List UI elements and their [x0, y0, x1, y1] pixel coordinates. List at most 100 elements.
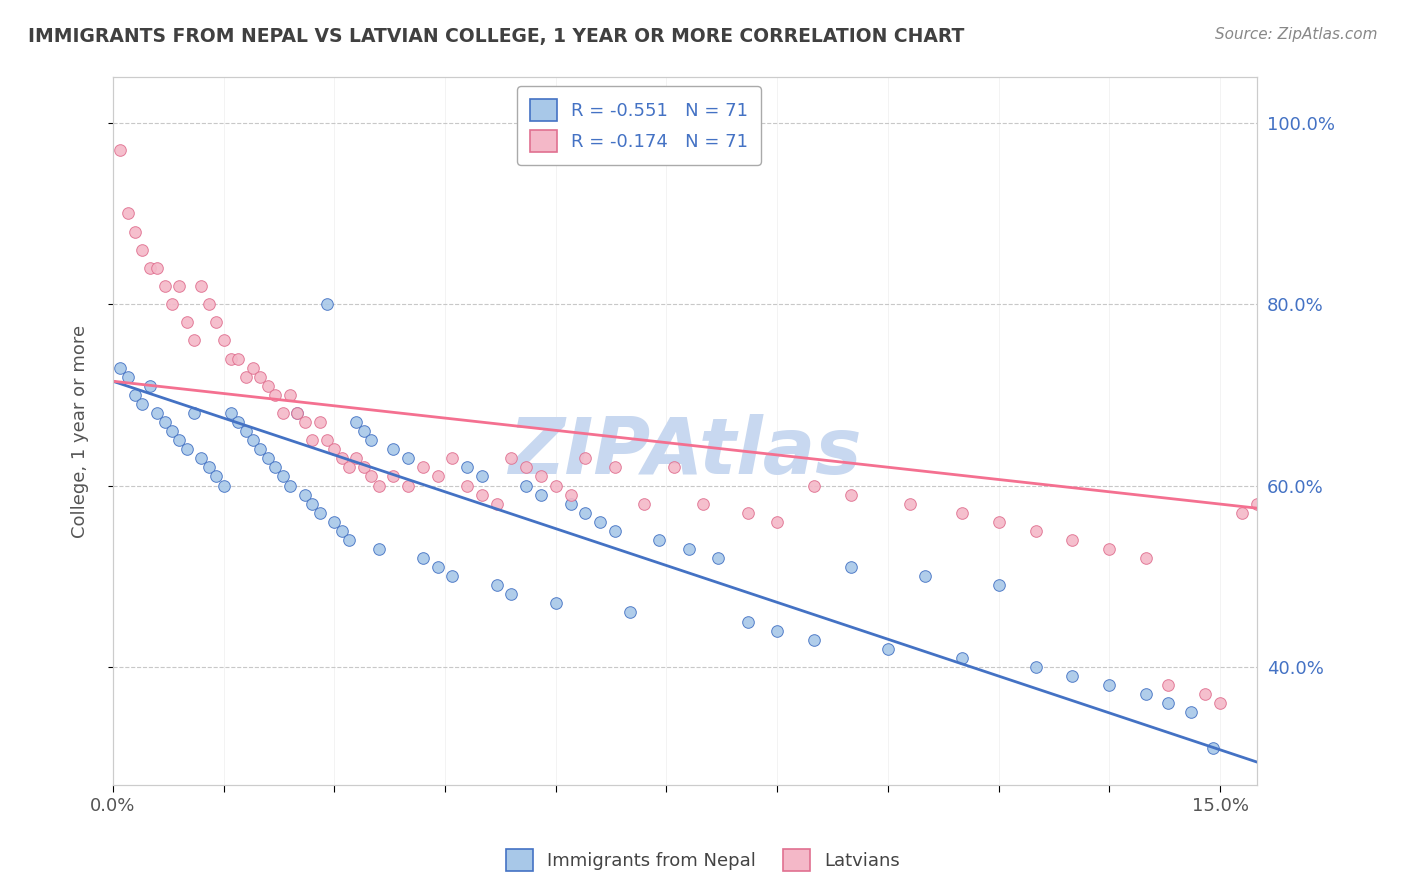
Point	[1062, 533, 1084, 547]
Point	[153, 415, 176, 429]
Point	[153, 279, 176, 293]
Point	[110, 360, 132, 375]
Point	[294, 415, 316, 429]
Point	[1202, 741, 1225, 756]
Point	[1232, 506, 1254, 520]
Point	[346, 451, 368, 466]
Point	[219, 351, 242, 366]
Point	[396, 478, 419, 492]
Point	[367, 541, 389, 556]
Point	[485, 578, 508, 592]
Point	[131, 243, 153, 257]
Point	[1180, 705, 1202, 719]
Point	[360, 469, 382, 483]
Point	[485, 497, 508, 511]
Point	[803, 632, 825, 647]
Point	[308, 415, 330, 429]
Point	[766, 624, 789, 638]
Point	[1157, 696, 1180, 710]
Point	[271, 469, 294, 483]
Point	[737, 615, 759, 629]
Point	[228, 351, 250, 366]
Point	[139, 378, 162, 392]
Point	[426, 469, 449, 483]
Point	[662, 460, 685, 475]
Point	[337, 460, 360, 475]
Point	[737, 506, 759, 520]
Point	[330, 524, 353, 538]
Legend: Immigrants from Nepal, Latvians: Immigrants from Nepal, Latvians	[498, 842, 908, 879]
Point	[360, 433, 382, 447]
Point	[707, 551, 730, 566]
Point	[1062, 669, 1084, 683]
Point	[412, 551, 434, 566]
Point	[839, 487, 862, 501]
Point	[456, 478, 478, 492]
Point	[501, 451, 523, 466]
Point	[515, 460, 537, 475]
Point	[190, 279, 212, 293]
Point	[648, 533, 671, 547]
Point	[1098, 541, 1121, 556]
Point	[1098, 678, 1121, 692]
Point	[1246, 497, 1268, 511]
Point	[914, 569, 936, 583]
Point	[574, 506, 596, 520]
Point	[1135, 687, 1157, 701]
Point	[396, 451, 419, 466]
Point	[426, 560, 449, 574]
Point	[1025, 524, 1047, 538]
Point	[346, 415, 368, 429]
Point	[603, 524, 626, 538]
Point	[146, 406, 169, 420]
Text: IMMIGRANTS FROM NEPAL VS LATVIAN COLLEGE, 1 YEAR OR MORE CORRELATION CHART: IMMIGRANTS FROM NEPAL VS LATVIAN COLLEGE…	[28, 27, 965, 45]
Legend: R = -0.551   N = 71, R = -0.174   N = 71: R = -0.551 N = 71, R = -0.174 N = 71	[517, 87, 761, 165]
Point	[678, 541, 700, 556]
Text: Source: ZipAtlas.com: Source: ZipAtlas.com	[1215, 27, 1378, 42]
Point	[271, 406, 294, 420]
Point	[212, 478, 235, 492]
Point	[560, 487, 582, 501]
Point	[160, 424, 183, 438]
Point	[382, 442, 405, 457]
Text: ZIPAtlas: ZIPAtlas	[508, 414, 862, 491]
Point	[294, 487, 316, 501]
Point	[257, 378, 280, 392]
Point	[219, 406, 242, 420]
Point	[803, 478, 825, 492]
Point	[176, 442, 198, 457]
Point	[131, 397, 153, 411]
Point	[110, 143, 132, 157]
Point	[515, 478, 537, 492]
Point	[242, 360, 264, 375]
Point	[183, 406, 205, 420]
Point	[308, 506, 330, 520]
Point	[330, 451, 353, 466]
Point	[950, 506, 973, 520]
Point	[169, 433, 191, 447]
Point	[198, 460, 221, 475]
Point	[471, 487, 494, 501]
Point	[839, 560, 862, 574]
Point	[471, 469, 494, 483]
Point	[544, 596, 567, 610]
Point	[619, 606, 641, 620]
Point	[1209, 696, 1232, 710]
Point	[301, 433, 323, 447]
Point	[766, 515, 789, 529]
Point	[228, 415, 250, 429]
Point	[589, 515, 612, 529]
Point	[205, 315, 228, 329]
Point	[633, 497, 655, 511]
Point	[235, 369, 257, 384]
Point	[412, 460, 434, 475]
Point	[264, 460, 287, 475]
Point	[257, 451, 280, 466]
Point	[441, 569, 464, 583]
Point	[278, 478, 301, 492]
Point	[987, 515, 1010, 529]
Point	[530, 469, 553, 483]
Point	[139, 260, 162, 275]
Point	[183, 334, 205, 348]
Point	[160, 297, 183, 311]
